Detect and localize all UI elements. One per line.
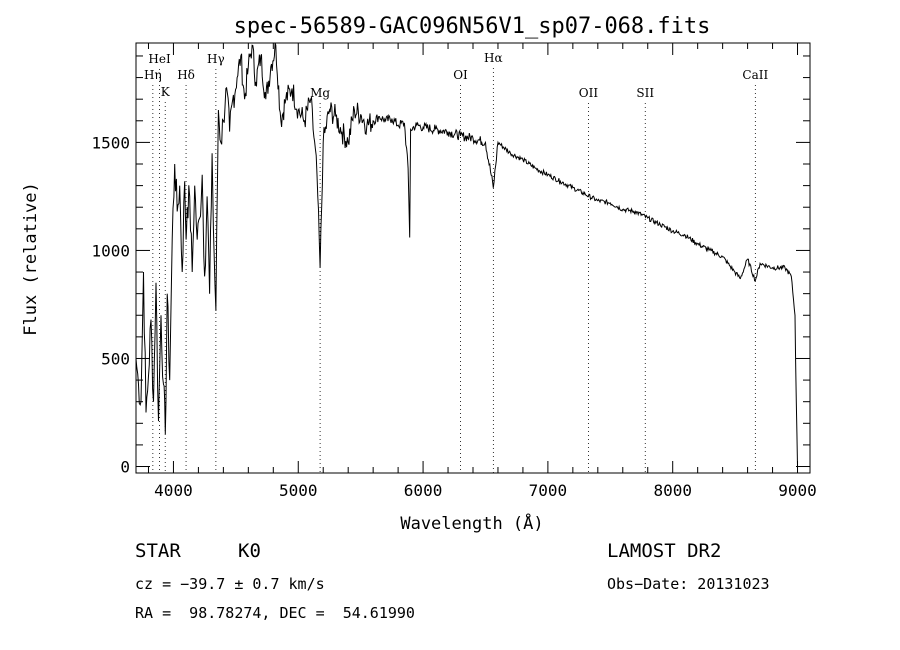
obs-date: Obs−Date: 20131023 bbox=[607, 575, 770, 593]
line-marker-label: Hα bbox=[484, 51, 503, 65]
y-axis-label: Flux (relative) bbox=[21, 182, 41, 336]
line-marker-label: Hδ bbox=[177, 68, 195, 82]
plot-frame bbox=[135, 42, 811, 474]
spectrum-line bbox=[135, 42, 798, 467]
y-tick-label: 1500 bbox=[91, 133, 130, 152]
axis-ticks: 4000 5000 6000 7000 8000 9000 0 500 1000 1500 bbox=[91, 43, 817, 500]
chart-title: spec-56589-GAC096N56V1_sp07-068.fits bbox=[234, 14, 711, 39]
line-marker-label: HeI bbox=[148, 52, 171, 66]
line-marker-label: Hγ bbox=[207, 52, 225, 66]
line-marker-label: CaII bbox=[742, 68, 768, 82]
line-marker-label: OI bbox=[453, 68, 468, 82]
velocity-readout: cz = −39.7 ± 0.7 km/s bbox=[135, 575, 325, 593]
x-tick-label: 8000 bbox=[653, 481, 692, 500]
x-tick-label: 9000 bbox=[778, 481, 817, 500]
x-tick-label: 4000 bbox=[154, 481, 193, 500]
line-marker-label: Hη bbox=[144, 68, 162, 82]
line-markers: HeI Hη K Hδ Hγ Mg OI Hα OII SII CaII bbox=[144, 51, 768, 473]
coordinates: RA = 98.78274, DEC = 54.61990 bbox=[135, 604, 415, 622]
line-marker-label: Mg bbox=[310, 86, 330, 100]
y-tick-label: 1000 bbox=[91, 241, 130, 260]
x-tick-label: 6000 bbox=[404, 481, 443, 500]
x-tick-label: 7000 bbox=[529, 481, 568, 500]
y-tick-label: 0 bbox=[120, 458, 130, 477]
line-marker-label: K bbox=[161, 85, 171, 99]
y-tick-label: 500 bbox=[101, 349, 130, 368]
line-marker-label: OII bbox=[579, 86, 599, 100]
spectral-subclass: K0 bbox=[238, 540, 261, 562]
survey-name: LAMOST DR2 bbox=[607, 540, 722, 562]
x-axis-label: Wavelength (Å) bbox=[400, 512, 543, 534]
line-marker-label: SII bbox=[636, 86, 654, 100]
object-class: STAR bbox=[135, 540, 181, 562]
x-tick-label: 5000 bbox=[279, 481, 318, 500]
